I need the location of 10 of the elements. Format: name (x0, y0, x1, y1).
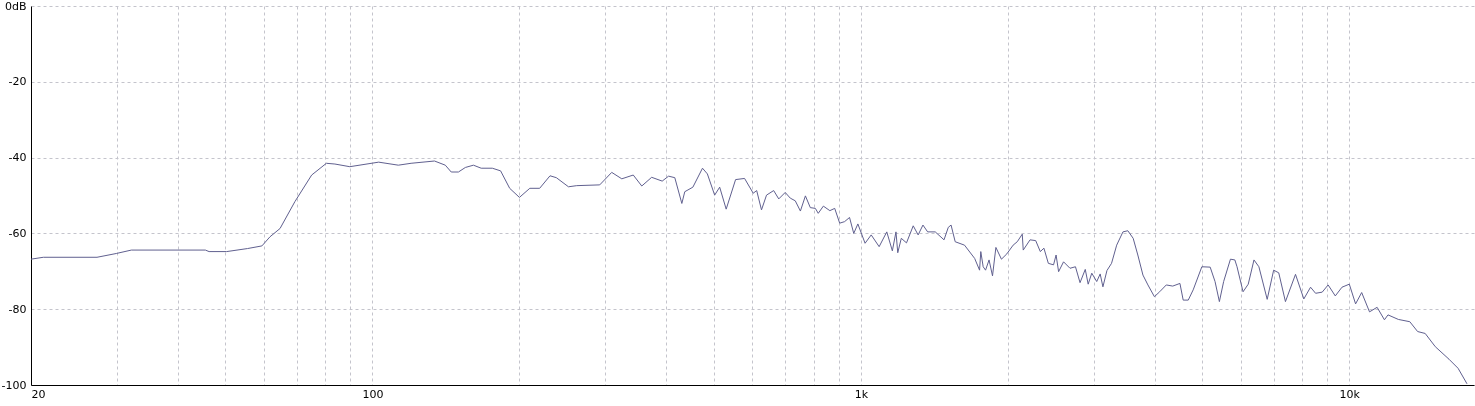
x-tick-label: 20 (31, 387, 46, 401)
x-tick-label: 10k (1339, 387, 1361, 401)
y-tick-label: -40 (8, 151, 27, 165)
y-tick-label: 0dB (4, 0, 27, 13)
y-tick-label: -20 (8, 75, 27, 89)
y-tick-label: -80 (8, 302, 27, 316)
y-tick-label: -60 (8, 226, 27, 240)
x-tick-label: 1k (854, 387, 869, 401)
x-tick-label: 100 (362, 387, 384, 401)
y-tick-label: -100 (1, 378, 27, 392)
